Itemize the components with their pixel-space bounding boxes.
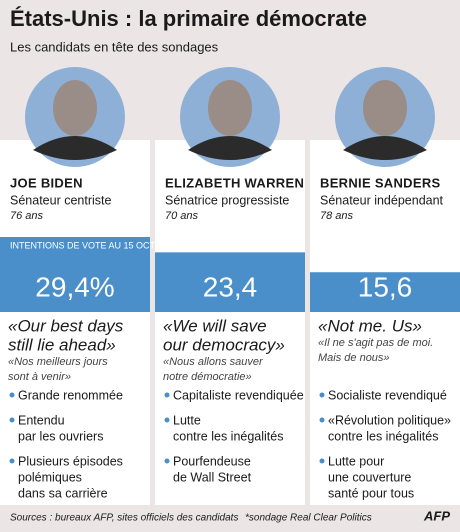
photo-head	[363, 80, 407, 136]
point: polémiques	[18, 470, 82, 484]
point: dans sa carrière	[18, 486, 108, 500]
quote-translation: Mais de nous»	[318, 352, 390, 364]
poll-value: 15,6	[358, 271, 413, 302]
point: Entendu	[18, 413, 65, 427]
bullet	[164, 417, 170, 423]
poll-bar	[0, 237, 150, 312]
point: Pourfendeuse	[173, 454, 251, 468]
poll-bar	[155, 252, 305, 312]
quote-translation: «Nous allons sauver	[163, 356, 264, 368]
photo-head	[53, 80, 97, 136]
bullet	[319, 458, 325, 464]
point: par les ouvriers	[18, 429, 103, 443]
point: santé pour tous	[328, 486, 414, 500]
point: Plusieurs épisodes	[18, 454, 123, 468]
panel	[310, 140, 460, 505]
candidate-age: 76 ans	[10, 210, 44, 222]
footnote: *sondage Real Clear Politics	[245, 513, 372, 524]
quote: «We will save	[163, 316, 267, 335]
point: Lutte pour	[328, 454, 384, 468]
poll-header: INTENTIONS DE VOTE AU 15 OCT*	[10, 240, 159, 250]
bullet	[319, 417, 325, 423]
point: Socialiste revendiqué	[328, 388, 447, 402]
candidate-role: Sénateur indépendant	[320, 193, 444, 207]
photo-body	[343, 136, 427, 160]
bullet	[9, 458, 15, 464]
candidate-role: Sénateur centriste	[10, 193, 111, 207]
candidate-age: 78 ans	[320, 210, 354, 222]
quote: still lie ahead»	[8, 335, 116, 354]
quote-translation: sont à venir»	[8, 371, 71, 383]
bullet	[164, 458, 170, 464]
photo-head	[208, 80, 252, 136]
bullet	[9, 417, 15, 423]
quote: «Not me. Us»	[318, 316, 422, 335]
candidate-name: JOE BIDEN	[10, 175, 83, 190]
poll-value: 29,4%	[35, 271, 114, 302]
point: «Révolution politique»	[328, 413, 451, 427]
point: de Wall Street	[173, 470, 252, 484]
point: Grande renommée	[18, 388, 123, 402]
bullet	[9, 392, 15, 398]
bullet	[164, 392, 170, 398]
bullet	[319, 392, 325, 398]
quote: «Our best days	[8, 316, 124, 335]
photo-body	[33, 136, 117, 160]
logo: AFP	[423, 508, 450, 523]
point: Capitaliste revendiquée	[173, 388, 304, 402]
point: contre les inégalités	[173, 429, 283, 443]
quote: our democracy»	[163, 335, 285, 354]
point: une couverture	[328, 470, 411, 484]
candidate-role: Sénatrice progressiste	[165, 193, 289, 207]
sources: Sources : bureaux AFP, sites officiels d…	[10, 513, 238, 524]
subtitle: Les candidats en tête des sondages	[10, 39, 219, 54]
panel	[155, 140, 305, 505]
photo-body	[188, 136, 272, 160]
point: contre les inégalités	[328, 429, 438, 443]
panel	[0, 140, 150, 505]
poll-value: 23,4	[203, 271, 258, 302]
candidate-age: 70 ans	[165, 210, 199, 222]
point: Lutte	[173, 413, 201, 427]
quote-translation: «Il ne s'agit pas de moi.	[318, 337, 433, 349]
title: États-Unis : la primaire démocrate	[10, 6, 367, 31]
candidate-name: ELIZABETH WARREN	[165, 175, 304, 190]
poll-bar	[310, 272, 460, 312]
candidate-name: BERNIE SANDERS	[320, 175, 441, 190]
quote-translation: notre démocratie»	[163, 371, 252, 383]
quote-translation: «Nos meilleurs jours	[8, 356, 108, 368]
